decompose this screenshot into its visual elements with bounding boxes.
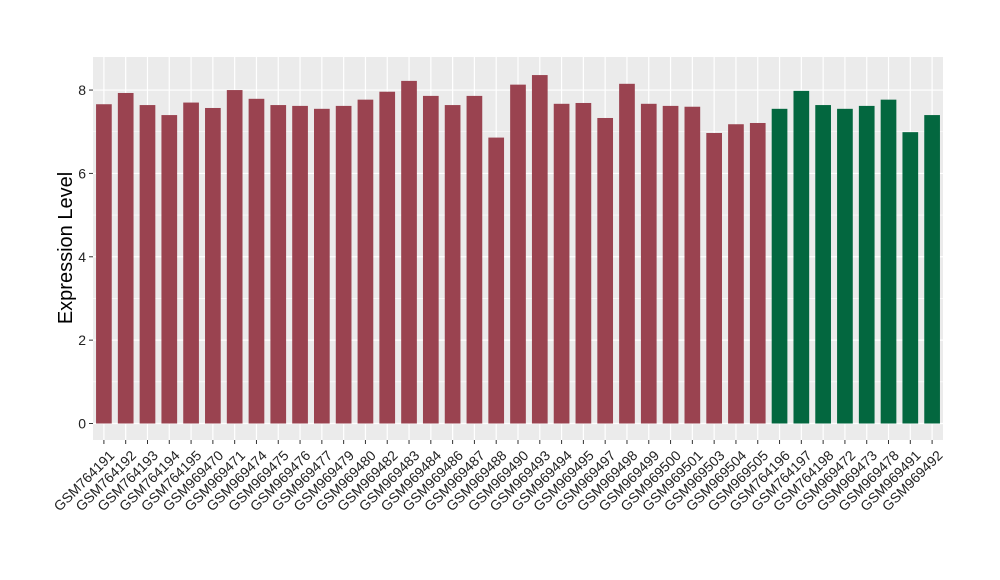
bar-GSM969471 [226,90,243,424]
bar-GSM969494 [553,103,570,424]
bar-GSM969478 [880,99,897,424]
bar-GSM969498 [619,83,635,424]
bar-GSM969499 [640,103,657,424]
bar-GSM969475 [270,105,287,424]
bar-GSM969479 [335,105,352,424]
bar-GSM969480 [357,99,374,424]
y-tick-label: 2 [78,332,86,348]
bar-GSM969503 [706,132,722,424]
bar-GSM969492 [924,115,940,424]
bar-GSM764191 [96,104,112,424]
bar-GSM969482 [379,91,396,424]
bar-GSM969472 [837,108,853,424]
bar-GSM764196 [771,108,788,424]
y-tick-label: 0 [78,416,86,432]
y-tick-label: 4 [78,249,86,265]
bars [96,75,940,424]
bar-GSM969476 [292,105,308,424]
bar-GSM969505 [749,122,766,424]
bar-GSM969497 [597,117,614,424]
bar-GSM969491 [902,132,919,424]
bar-GSM764192 [117,92,134,424]
x-axis-ticks: GSM764191GSM764192GSM764193GSM764194GSM7… [50,440,946,514]
bar-GSM764194 [161,115,178,424]
bar-GSM969484 [422,95,439,424]
bar-GSM969487 [466,95,483,424]
bar-GSM969470 [205,107,221,424]
bar-GSM969477 [314,108,330,424]
bar-GSM969486 [444,105,461,424]
bar-GSM969500 [662,105,679,424]
bar-GSM969504 [728,124,744,424]
bar-GSM969483 [401,80,417,424]
bar-GSM969490 [510,84,526,424]
y-tick-label: 6 [78,165,86,181]
y-tick-label: 8 [78,82,86,98]
y-axis-ticks: 0 2 4 6 8 [78,82,93,432]
bar-GSM764193 [139,105,156,424]
bar-GSM969473 [858,105,875,424]
bar-GSM764195 [183,102,199,424]
bar-GSM969501 [684,106,701,424]
bar-GSM764198 [815,105,831,424]
y-axis-title: Expression Level [55,172,77,324]
bar-GSM969495 [575,102,592,424]
bar-GSM969493 [531,75,548,424]
bar-GSM969488 [488,137,505,424]
bar-GSM969474 [248,98,265,424]
bar-GSM764197 [793,90,810,424]
